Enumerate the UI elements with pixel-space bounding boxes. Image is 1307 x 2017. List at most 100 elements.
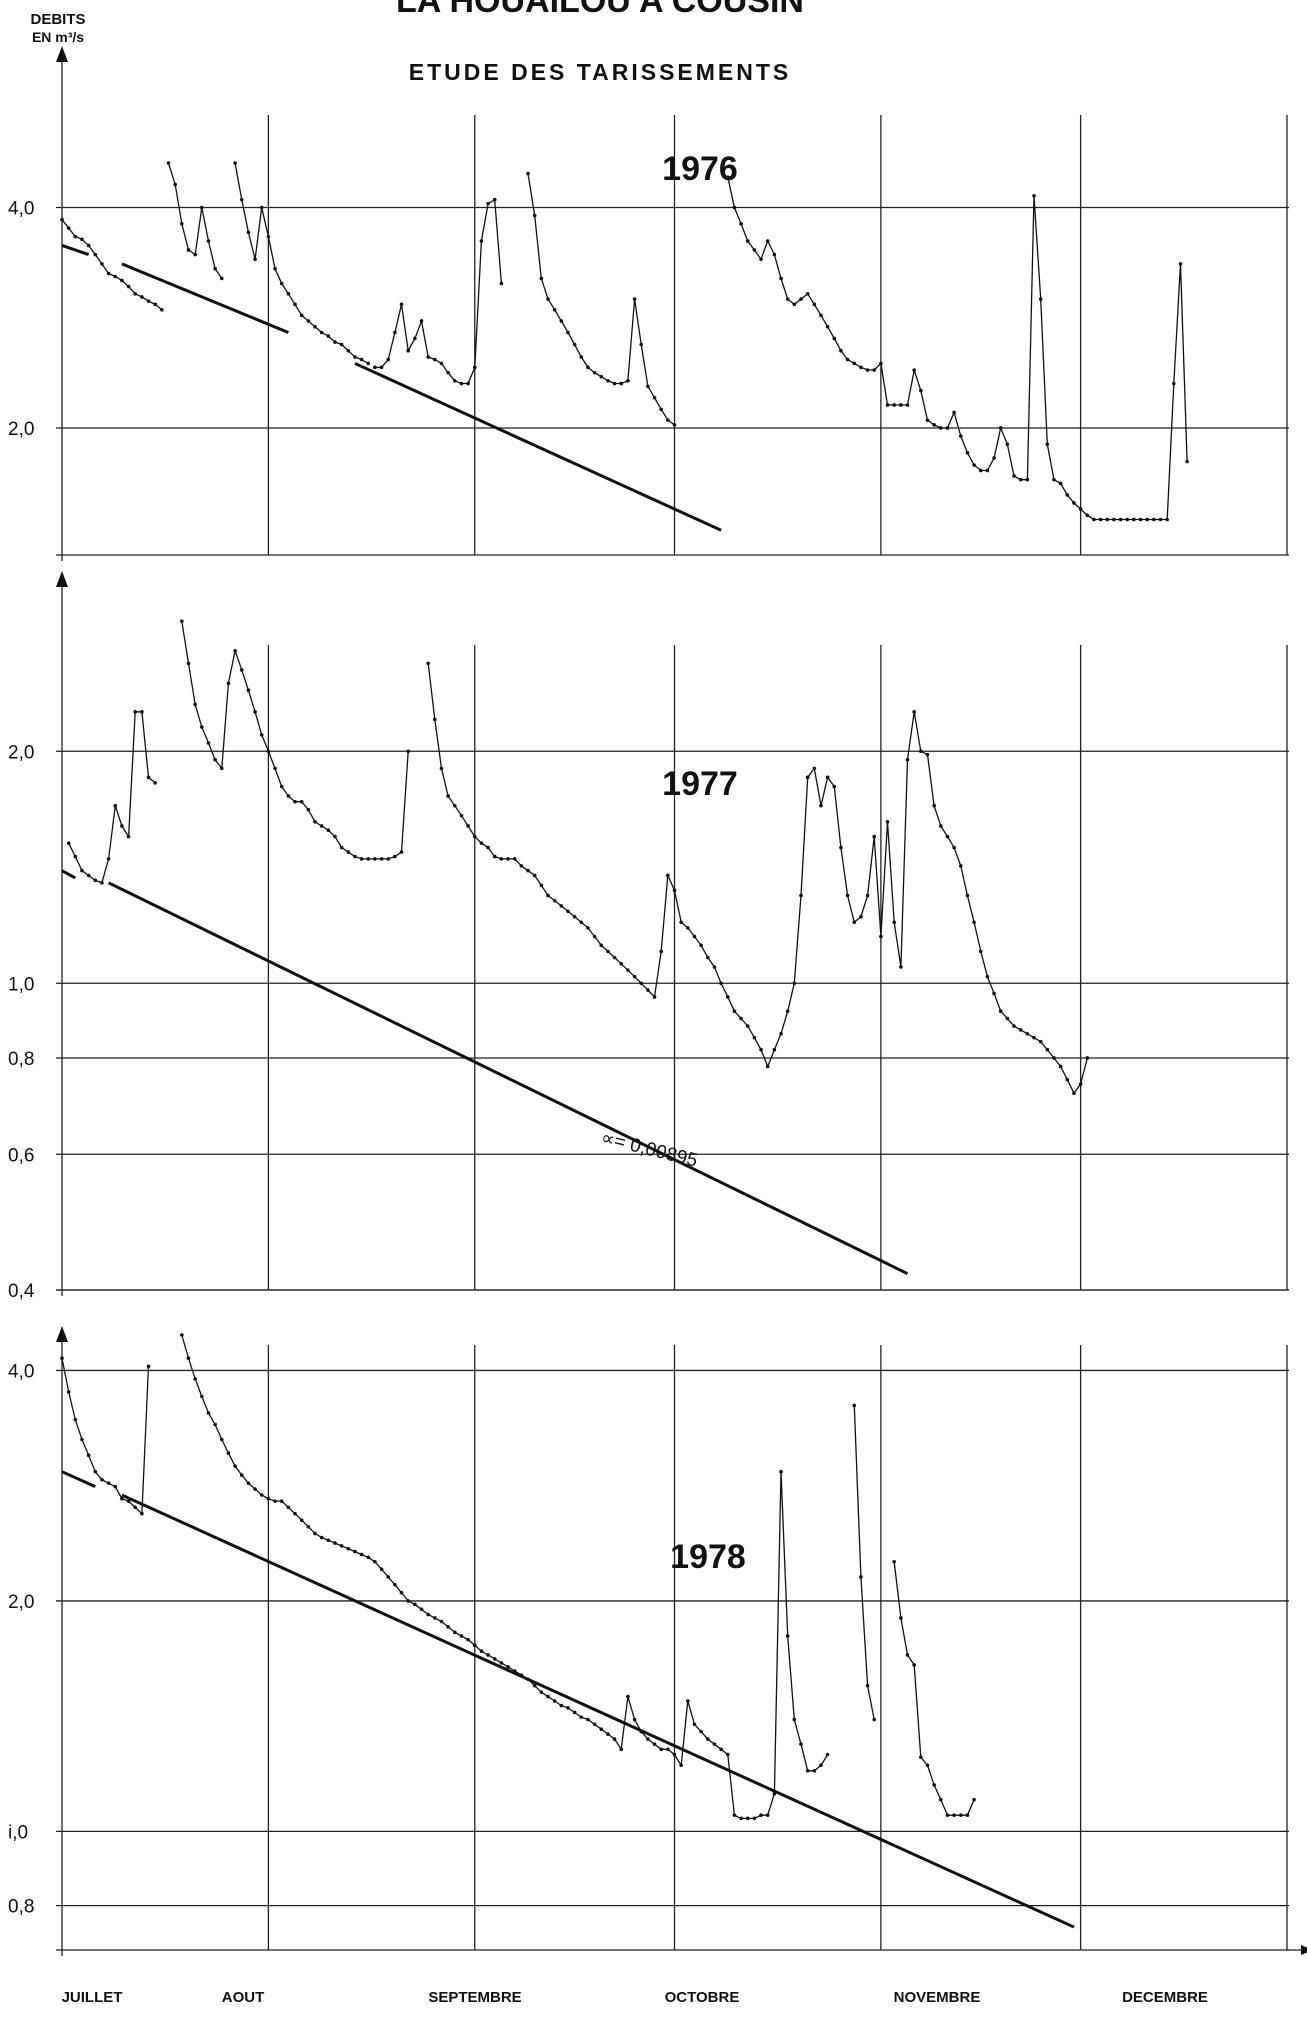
discharge-point [779, 1031, 783, 1036]
y-tick-label: i,0 [8, 1822, 28, 1843]
discharge-point [725, 175, 730, 179]
discharge-point [1098, 517, 1103, 522]
discharge-point [306, 319, 311, 323]
discharge-point [120, 1496, 124, 1501]
recession-trend-line [61, 244, 90, 256]
discharge-point [459, 813, 464, 818]
discharge-point [539, 883, 544, 888]
discharge-point [819, 803, 823, 808]
discharge-point [266, 749, 271, 754]
discharge-point [1005, 1016, 1010, 1021]
discharge-point [539, 276, 544, 281]
discharge-point [852, 361, 857, 366]
discharge-point [386, 857, 391, 861]
discharge-point [899, 403, 903, 407]
discharge-point [899, 965, 903, 969]
discharge-point [972, 1797, 976, 1802]
discharge-point [572, 1710, 577, 1715]
discharge-point [140, 295, 144, 299]
discharge-point [712, 1742, 717, 1746]
discharge-point [452, 378, 457, 383]
discharge-point [865, 368, 870, 372]
discharge-point [439, 361, 444, 366]
discharge-point [299, 1518, 304, 1522]
discharge-point [885, 403, 890, 407]
x-axis-arrow-icon [1301, 1945, 1307, 1955]
discharge-point [246, 688, 251, 693]
discharge-point [353, 355, 357, 359]
discharge-point [859, 365, 863, 370]
discharge-point [612, 955, 617, 960]
discharge-point [586, 365, 590, 370]
discharge-point [126, 834, 131, 839]
discharge-point [892, 1559, 897, 1564]
discharge-point [772, 1791, 777, 1796]
discharge-point [939, 824, 943, 828]
discharge-point [1045, 1047, 1050, 1052]
discharge-point [939, 426, 943, 430]
year-label: 1977 [662, 765, 738, 803]
discharge-point [1032, 1035, 1036, 1040]
discharge-point [319, 330, 324, 335]
discharge-point [273, 766, 277, 771]
panel-1978: 0,8 i,0 2,0 4,0 1978 [8, 1326, 1307, 1956]
discharge-point [932, 423, 936, 427]
discharge-point [406, 749, 410, 754]
discharge-point [666, 873, 670, 878]
discharge-point [373, 365, 377, 370]
discharge-point [526, 1677, 530, 1682]
discharge-point [1052, 477, 1056, 482]
discharge-point [532, 213, 537, 218]
discharge-point [479, 239, 484, 243]
discharge-point [1038, 1039, 1043, 1044]
discharge-point [246, 1481, 251, 1485]
discharge-point [386, 357, 391, 362]
discharge-point [286, 1505, 291, 1510]
discharge-point [532, 1683, 537, 1688]
discharge-point [439, 766, 444, 771]
discharge-point [579, 355, 584, 359]
discharge-point [153, 781, 158, 785]
discharge-point [719, 1747, 723, 1752]
discharge-point [160, 307, 164, 312]
discharge-series-line [374, 198, 503, 385]
discharge-point [632, 974, 637, 979]
discharge-point [120, 278, 124, 283]
discharge-point [120, 824, 124, 828]
discharge-point [919, 1755, 923, 1760]
discharge-point [546, 297, 550, 301]
discharge-point [792, 1717, 797, 1722]
discharge-point [812, 1768, 817, 1773]
discharge-point [133, 1505, 138, 1510]
discharge-point [945, 1813, 950, 1817]
discharge-point [819, 1763, 823, 1768]
discharge-point [200, 725, 204, 729]
y-axis-arrow-icon [56, 1326, 68, 1342]
discharge-point [1038, 297, 1043, 301]
discharge-point [792, 302, 797, 307]
discharge-point [373, 857, 377, 861]
discharge-point [86, 873, 91, 878]
discharge-point [213, 1422, 217, 1427]
discharge-point [239, 668, 244, 672]
discharge-point [366, 361, 371, 366]
discharge-point [73, 234, 78, 239]
month-label-aout: AOUT [222, 1989, 265, 2006]
discharge-point [479, 1649, 484, 1653]
discharge-point [66, 841, 71, 845]
discharge-point [905, 403, 910, 407]
discharge-point [526, 868, 530, 873]
discharge-point [379, 857, 384, 861]
discharge-point [672, 1752, 677, 1757]
discharge-series-line [427, 663, 1088, 1095]
discharge-point [399, 302, 404, 307]
discharge-point [1072, 1091, 1076, 1096]
discharge-point [639, 342, 644, 347]
discharge-point [919, 749, 923, 754]
discharge-point [1018, 477, 1023, 482]
discharge-point [785, 1634, 790, 1638]
discharge-point [426, 355, 430, 359]
discharge-point [146, 775, 151, 780]
discharge-point [952, 845, 956, 850]
discharge-point [86, 1453, 91, 1458]
